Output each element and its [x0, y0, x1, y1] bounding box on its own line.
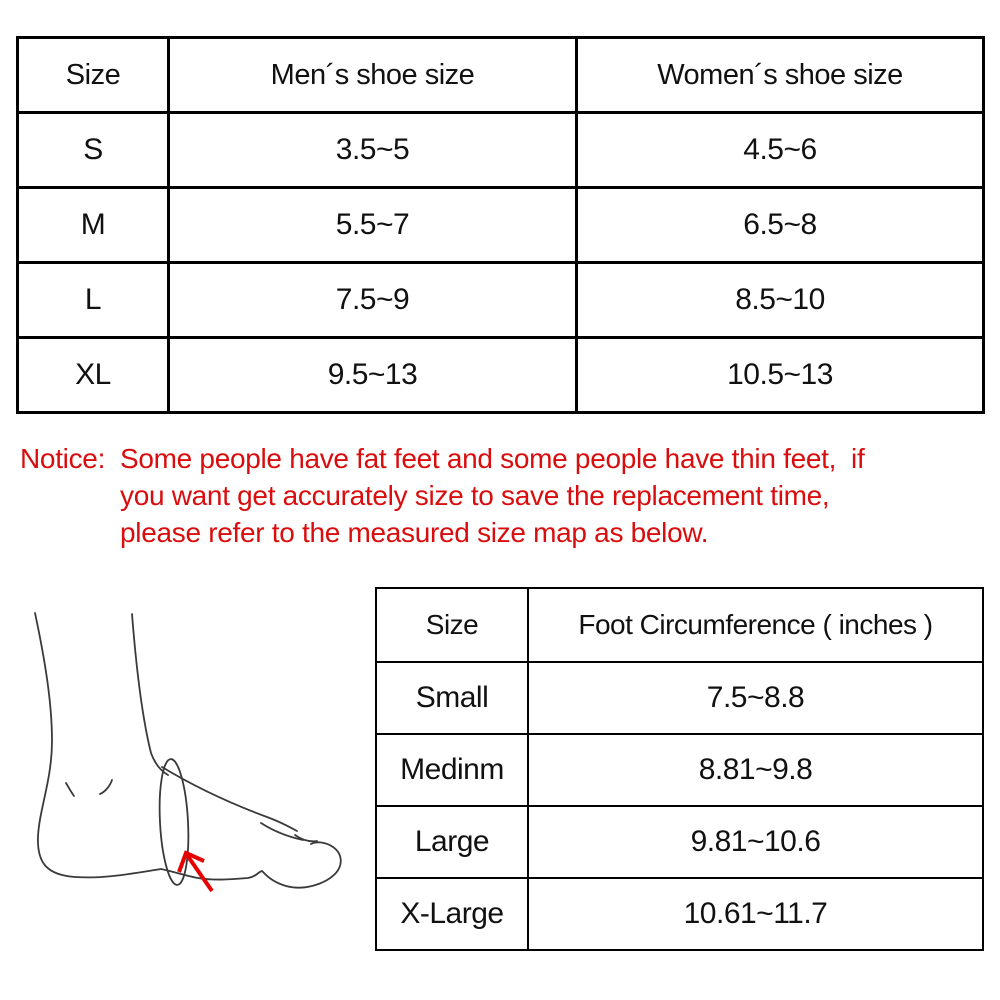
women-size-cell: 8.5~10	[575, 261, 985, 339]
table-row: Small 7.5~8.8	[375, 661, 984, 735]
size-cell: M	[16, 186, 170, 264]
size-cell: XL	[16, 336, 170, 414]
circumference-cell: 7.5~8.8	[527, 661, 984, 735]
women-size-cell: 4.5~6	[575, 111, 985, 189]
men-size-cell: 5.5~7	[167, 186, 578, 264]
leg-line	[131, 613, 169, 776]
table-row: X-Large 10.61~11.7	[375, 877, 984, 951]
men-size-cell: 9.5~13	[167, 336, 578, 414]
instep-line	[161, 766, 298, 832]
circumference-table: Size Foot Circumference ( inches ) Small…	[375, 587, 984, 951]
circumference-ellipse	[158, 758, 190, 886]
col-header-men: Men´s shoe size	[167, 36, 578, 114]
ankle-mark	[99, 779, 113, 795]
circumference-cell: 10.61~11.7	[527, 877, 984, 951]
size-cell: Medinm	[375, 733, 529, 807]
table-row: L 7.5~9 8.5~10	[16, 261, 985, 339]
table-row: XL 9.5~13 10.5~13	[16, 336, 985, 414]
ankle-mark	[65, 782, 75, 797]
circumference-cell: 9.81~10.6	[527, 805, 984, 879]
foot-sketch	[34, 612, 342, 893]
col-header-circumference: Foot Circumference ( inches )	[527, 587, 984, 663]
col-header-size: Size	[375, 587, 529, 663]
col-header-women: Women´s shoe size	[575, 36, 985, 114]
men-size-cell: 3.5~5	[167, 111, 578, 189]
red-arrow-icon	[177, 850, 214, 893]
foot-diagram: Foot Circumference	[15, 585, 345, 935]
notice-line: you want get accurately size to save the…	[120, 480, 830, 511]
circ-table-header-row: Size Foot Circumference ( inches )	[375, 587, 984, 663]
table-row: Large 9.81~10.6	[375, 805, 984, 879]
toe-line	[260, 822, 304, 841]
table-row: M 5.5~7 6.5~8	[16, 186, 985, 264]
men-size-cell: 7.5~9	[167, 261, 578, 339]
size-cell: L	[16, 261, 170, 339]
size-cell: Large	[375, 805, 529, 879]
shoe-size-table: Size Men´s shoe size Women´s shoe size S…	[16, 36, 985, 414]
notice-text: Notice: Some people have fat feet and so…	[20, 440, 980, 551]
toenail-line	[294, 834, 318, 843]
notice-line: please refer to the measured size map as…	[120, 517, 709, 548]
size-cell: X-Large	[375, 877, 529, 951]
notice-line: Notice: Some people have fat feet and so…	[20, 443, 865, 474]
size-cell: Small	[375, 661, 529, 735]
foot-outline	[34, 612, 342, 889]
women-size-cell: 10.5~13	[575, 336, 985, 414]
women-size-cell: 6.5~8	[575, 186, 985, 264]
col-header-size: Size	[16, 36, 170, 114]
table-row: S 3.5~5 4.5~6	[16, 111, 985, 189]
circumference-cell: 8.81~9.8	[527, 733, 984, 807]
shoe-table-header-row: Size Men´s shoe size Women´s shoe size	[16, 36, 985, 114]
size-cell: S	[16, 111, 170, 189]
table-row: Medinm 8.81~9.8	[375, 733, 984, 807]
